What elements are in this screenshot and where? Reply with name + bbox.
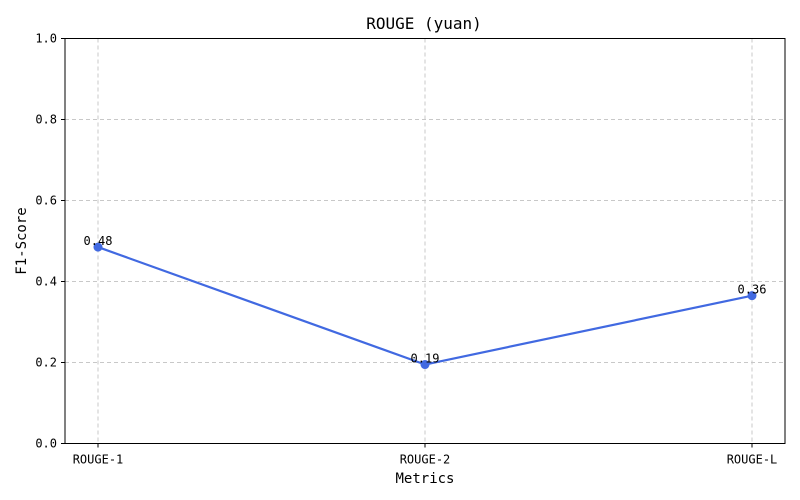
y-tick-label: 1.0 [35,32,57,46]
y-tick-label: 0.6 [35,194,57,208]
data-point [93,242,103,252]
series-layer [93,242,757,370]
y-tick-label: 0.4 [35,275,57,289]
data-point [420,360,430,370]
data-label: 0.48 [84,234,113,248]
data-label: 0.19 [411,352,440,366]
y-tick-label: 0.0 [35,437,57,451]
y-axis-label: F1-Score [14,207,30,274]
data-point [747,291,757,301]
x-tick-label: ROUGE-1 [73,453,124,467]
y-tick-label: 0.8 [35,113,57,127]
chart-title: ROUGE (yuan) [366,14,482,33]
x-axis-label: Metrics [395,471,454,487]
data-label: 0.36 [738,283,767,297]
x-tick-label: ROUGE-L [727,453,778,467]
axis-ticks: 0.0 0.2 0.4 0.6 0.8 1.0 ROUGE-1 ROUGE-2 ROUGE-L [35,32,777,467]
y-tick-label: 0.2 [35,356,57,370]
data-labels: 0.48 0.19 0.36 [84,234,767,365]
x-tick-label: ROUGE-2 [400,453,451,467]
